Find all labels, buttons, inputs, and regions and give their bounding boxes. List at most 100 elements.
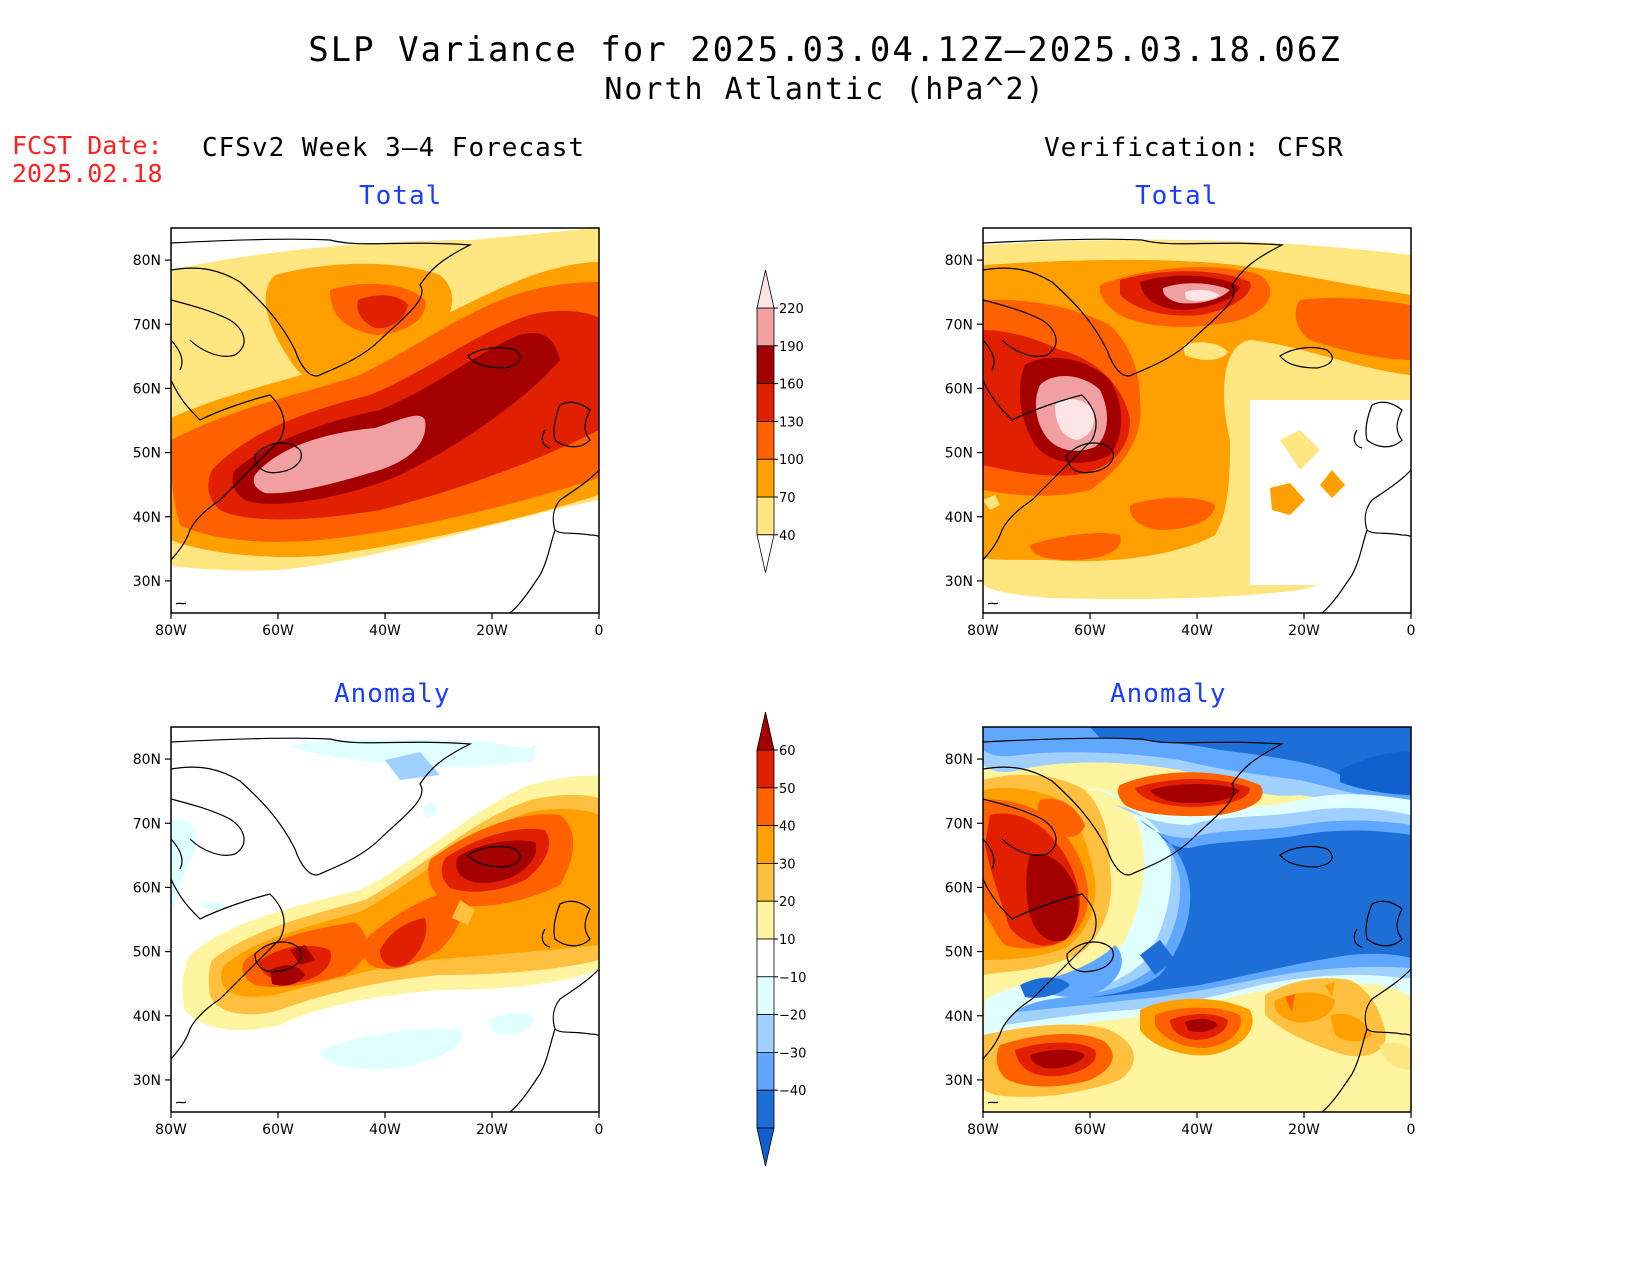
colorbar-swatch bbox=[756, 938, 775, 978]
verification-anomaly-axes: 80W 60W 40W 20W 0 80N 70N 60N 50N 40N 30N bbox=[945, 752, 1416, 1138]
lat-tick-label: 70N bbox=[133, 816, 161, 832]
verification-anomaly-coastlines bbox=[983, 737, 1411, 1112]
lat-tick-label: 50N bbox=[133, 446, 161, 462]
colorbar-swatch bbox=[756, 307, 775, 347]
lon-tick-label: 0 bbox=[595, 623, 604, 639]
verification-total-field bbox=[983, 239, 1411, 600]
verification-anomaly-map: 80W 60W 40W 20W 0 80N 70N 60N 50N 40N 30N bbox=[945, 726, 1416, 1138]
lat-tick-label: 80N bbox=[133, 253, 161, 269]
lon-tick-label: 20W bbox=[1288, 623, 1320, 639]
colorbar-swatch bbox=[756, 345, 775, 384]
lon-tick-label: 20W bbox=[1288, 1122, 1320, 1138]
colorbar-label: 10 bbox=[779, 933, 796, 948]
lon-tick-label: 80W bbox=[155, 623, 187, 639]
colorbar-swatch bbox=[756, 976, 775, 1015]
fcst-date-value: 2025.02.18 bbox=[12, 159, 163, 188]
lat-tick-label: 50N bbox=[945, 945, 973, 961]
verification-anomaly-title: Anomaly bbox=[1110, 679, 1227, 709]
verification-anomaly-field bbox=[983, 727, 1411, 1112]
lon-tick-label: 60W bbox=[262, 1122, 294, 1138]
lon-tick-label: 0 bbox=[1407, 1122, 1416, 1138]
lat-tick-label: 70N bbox=[945, 317, 973, 333]
lat-tick-label: 30N bbox=[133, 1073, 161, 1089]
colorbar-swatch bbox=[756, 1014, 775, 1053]
lon-tick-label: 0 bbox=[1407, 623, 1416, 639]
lon-tick-label: 40W bbox=[369, 623, 401, 639]
forecast-anomaly-field bbox=[171, 739, 599, 1070]
colorbar-swatch bbox=[756, 863, 775, 902]
main-subtitle: North Atlantic (hPa^2) bbox=[604, 72, 1046, 107]
lon-tick-label: 0 bbox=[595, 1122, 604, 1138]
lat-tick-label: 80N bbox=[945, 253, 973, 269]
colorbar-label: 100 bbox=[779, 453, 804, 468]
lon-tick-label: 60W bbox=[262, 623, 294, 639]
forecast-total-map: 80W 60W 40W 20W 0 80N 70N 60N 50N 40N 30N bbox=[133, 227, 604, 639]
colorbar-label: 60 bbox=[779, 744, 796, 759]
lat-tick-label: 40N bbox=[133, 510, 161, 526]
colorbar-swatch bbox=[756, 1052, 775, 1091]
lat-tick-label: 60N bbox=[133, 880, 161, 896]
lat-tick-label: 70N bbox=[945, 816, 973, 832]
verification-total-map: 80W 60W 40W 20W 0 80N 70N 60N 50N 40N 30N bbox=[945, 227, 1416, 639]
lon-tick-label: 40W bbox=[1181, 1122, 1213, 1138]
lat-tick-label: 60N bbox=[945, 880, 973, 896]
forecast-total-axes: 80W 60W 40W 20W 0 80N 70N 60N 50N 40N 30N bbox=[133, 253, 604, 639]
forecast-total-coastlines bbox=[171, 238, 599, 613]
colorbar-bottom-extension bbox=[756, 1127, 775, 1167]
colorbar-label: −20 bbox=[779, 1009, 806, 1024]
forecast-total-field bbox=[171, 228, 599, 571]
colorbar-label: −40 bbox=[779, 1084, 806, 1099]
lat-tick-label: 50N bbox=[133, 945, 161, 961]
verification-total-axes: 80W 60W 40W 20W 0 80N 70N 60N 50N 40N 30N bbox=[945, 253, 1416, 639]
lat-tick-label: 40N bbox=[133, 1009, 161, 1025]
lon-tick-label: 40W bbox=[1181, 623, 1213, 639]
colorbar-swatch bbox=[756, 420, 775, 460]
colorbar-label: 40 bbox=[779, 820, 796, 835]
colorbar-label: 130 bbox=[779, 415, 804, 430]
verification-total-title: Total bbox=[1135, 181, 1219, 211]
lon-tick-label: 80W bbox=[155, 1122, 187, 1138]
verification-column-title: Verification: CFSR bbox=[1044, 133, 1344, 163]
lat-tick-label: 40N bbox=[945, 1009, 973, 1025]
lat-tick-label: 30N bbox=[945, 574, 973, 590]
total-colorbar: 40 70 100 130 160 190 220 bbox=[756, 269, 804, 573]
colorbar-label: 40 bbox=[779, 529, 796, 544]
colorbar-swatch bbox=[756, 1089, 775, 1129]
forecast-anomaly-map: 80W 60W 40W 20W 0 80N 70N 60N 50N 40N 30N bbox=[133, 726, 604, 1138]
colorbar-label: 220 bbox=[779, 302, 804, 317]
colorbar-swatch bbox=[756, 383, 775, 422]
lat-tick-label: 60N bbox=[945, 381, 973, 397]
colorbar-label: 20 bbox=[779, 895, 796, 910]
verification-total-coastlines bbox=[983, 238, 1411, 613]
colorbar-bottom-extension bbox=[756, 534, 775, 573]
colorbar-top-extension bbox=[756, 711, 775, 751]
lon-tick-label: 60W bbox=[1074, 623, 1106, 639]
colorbar-top-extension bbox=[756, 269, 775, 309]
lat-tick-label: 30N bbox=[133, 574, 161, 590]
colorbar-label: 70 bbox=[779, 491, 796, 506]
colorbar-label: 160 bbox=[779, 378, 804, 393]
lon-tick-label: 60W bbox=[1074, 1122, 1106, 1138]
lat-tick-label: 80N bbox=[945, 752, 973, 768]
colorbar-label: 50 bbox=[779, 782, 796, 797]
lon-tick-label: 40W bbox=[369, 1122, 401, 1138]
lat-tick-label: 50N bbox=[945, 446, 973, 462]
forecast-total-title: Total bbox=[359, 181, 443, 211]
forecast-anomaly-coastlines bbox=[171, 737, 599, 1112]
colorbar-swatch bbox=[756, 825, 775, 864]
fcst-date-label: FCST Date: bbox=[12, 131, 163, 160]
colorbar-swatch bbox=[756, 787, 775, 826]
lon-tick-label: 80W bbox=[967, 1122, 999, 1138]
colorbar-swatch bbox=[756, 749, 775, 789]
colorbar-label: 190 bbox=[779, 340, 804, 355]
colorbar-swatch bbox=[756, 900, 775, 940]
main-title: SLP Variance for 2025.03.04.12Z–2025.03.… bbox=[308, 30, 1342, 70]
lat-tick-label: 40N bbox=[945, 510, 973, 526]
lon-tick-label: 20W bbox=[476, 623, 508, 639]
colorbar-swatch bbox=[756, 458, 775, 498]
colorbar-label: −10 bbox=[779, 971, 806, 986]
lat-tick-label: 60N bbox=[133, 381, 161, 397]
lat-tick-label: 30N bbox=[945, 1073, 973, 1089]
colorbar-swatch bbox=[756, 496, 775, 536]
